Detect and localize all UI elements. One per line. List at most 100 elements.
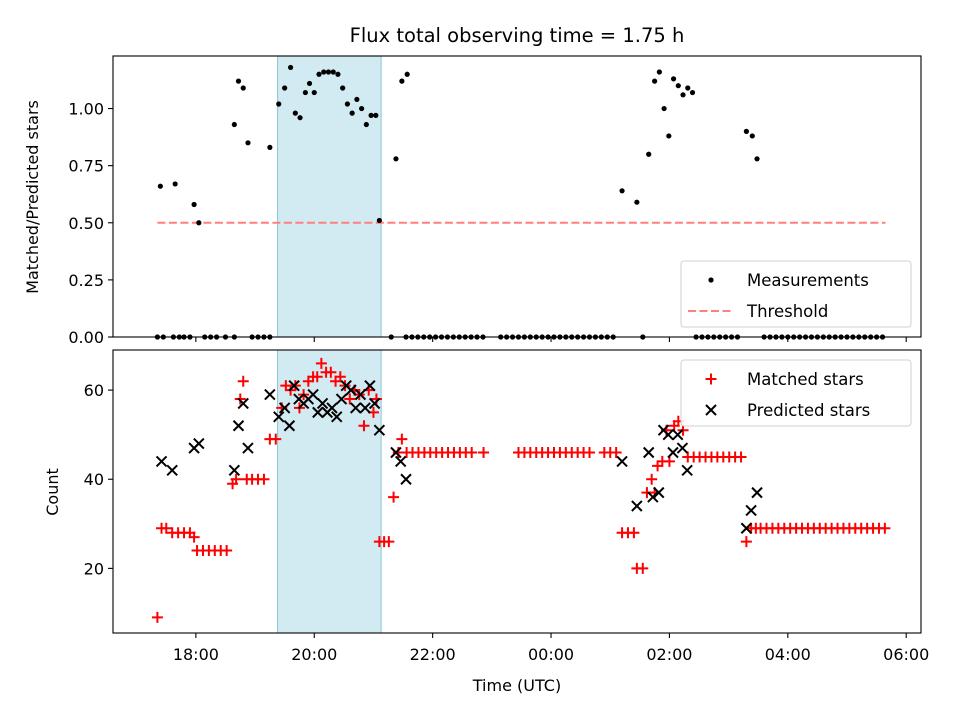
measurement-point	[335, 71, 341, 77]
matched-star-point	[388, 491, 400, 503]
measurement-point	[354, 96, 360, 103]
predicted-star-point	[359, 402, 371, 414]
y-tick-label: 0.25	[68, 271, 104, 290]
measurement-point	[267, 144, 273, 150]
measurement-point	[743, 128, 749, 134]
predicted-star-point	[667, 446, 679, 459]
matched-star-point	[663, 455, 675, 467]
predicted-star-point	[400, 473, 412, 485]
matched-star-point	[237, 375, 249, 387]
legend-label: Measurements	[747, 271, 869, 290]
predicted-star-point	[368, 397, 381, 410]
matched-star-point	[584, 447, 596, 459]
matched-star-point	[740, 536, 752, 548]
x-tick-label: 00:00	[528, 645, 574, 664]
measurement-point	[656, 69, 662, 75]
matched-star-point	[334, 371, 346, 383]
matched-star-point	[325, 366, 337, 378]
x-tick-label: 06:00	[883, 645, 929, 664]
matched-star-point	[311, 371, 323, 383]
axes-frame	[112, 349, 922, 634]
matched-star-point	[466, 447, 478, 459]
legend-label: Threshold	[746, 302, 828, 321]
matched-star-point	[735, 451, 747, 463]
measurement-point	[276, 101, 282, 107]
observing-span-highlight	[277, 55, 382, 338]
measurement-point	[340, 85, 346, 91]
legend-label: Predicted stars	[747, 401, 870, 420]
predicted-star-point	[681, 464, 693, 477]
matched-star-point	[478, 447, 490, 459]
x-tick-label: 18:00	[173, 645, 219, 664]
measurement-point	[666, 133, 672, 139]
predicted-star-point	[232, 420, 245, 432]
legend-label: Matched stars	[747, 370, 864, 389]
legend-plus-icon	[705, 373, 717, 385]
predicted-star-point	[335, 393, 348, 405]
predicted-star-point	[326, 402, 338, 414]
measurement-point	[685, 85, 691, 91]
measurement-point	[240, 85, 246, 91]
measurement-point	[321, 69, 327, 75]
measurement-point	[399, 78, 405, 84]
matched-star-point	[315, 357, 327, 369]
matched-star-point	[230, 473, 242, 485]
measurement-point	[316, 71, 322, 77]
matched-star-point	[160, 522, 172, 534]
measurement-point	[297, 115, 303, 121]
predicted-star-point	[751, 486, 763, 499]
matched-star-point	[610, 447, 622, 459]
measurement-point	[330, 69, 336, 75]
measurement-point	[619, 188, 625, 194]
predicted-star-point	[349, 402, 362, 414]
measurement-point	[282, 85, 288, 91]
matched-star-point	[358, 420, 370, 432]
predicted-star-point	[278, 402, 291, 414]
y-tick-label: 1.00	[68, 100, 104, 119]
predicted-star-point	[273, 411, 285, 423]
measurement-point	[196, 220, 202, 226]
predicted-star-point	[193, 437, 205, 450]
predicted-star-point	[616, 455, 628, 468]
predicted-star-point	[166, 464, 178, 477]
measurement-point	[245, 140, 251, 146]
predicted-star-point	[242, 442, 254, 454]
y-tick-label: 0.75	[68, 157, 104, 176]
x-tick-label: 20:00	[291, 645, 337, 664]
x-tick-label: 22:00	[410, 645, 456, 664]
measurement-point	[292, 110, 298, 116]
matched-star-point	[879, 522, 891, 534]
predicted-star-point	[394, 455, 407, 468]
matched-star-point	[628, 527, 640, 539]
matched-star-point	[383, 536, 395, 548]
top-y-axis-label: Matched/Predicted stars	[23, 100, 42, 294]
measurement-point	[311, 89, 317, 96]
series-predicted-stars	[155, 379, 763, 534]
predicted-star-point	[653, 486, 665, 499]
measurement-point	[231, 121, 237, 128]
legend: Matched stars Predicted stars	[680, 359, 912, 427]
predicted-star-point	[312, 406, 324, 419]
measurement-point	[675, 83, 681, 89]
legend-box	[680, 359, 912, 427]
predicted-star-point	[672, 428, 684, 441]
matched-star-point	[258, 473, 270, 485]
matched-star-point	[396, 433, 408, 445]
measurement-point	[172, 181, 178, 187]
matched-star-point	[234, 393, 246, 405]
bottom-y-axis-label: Count	[43, 468, 62, 516]
x-tick-label: 02:00	[646, 645, 692, 664]
measurement-point	[373, 112, 379, 118]
predicted-star-point	[288, 379, 300, 392]
measurement-point	[302, 89, 308, 96]
measurement-point	[749, 133, 755, 139]
predicted-star-point	[264, 388, 276, 401]
predicted-star-point	[228, 464, 241, 477]
legend-dot-icon	[708, 277, 714, 283]
y-tick-label: 40	[84, 470, 104, 489]
legend: Measurements Threshold	[680, 260, 912, 328]
chart-title: Flux total observing time = 1.75 h	[350, 24, 685, 47]
measurement-point	[349, 110, 355, 116]
matched-star-point	[646, 473, 658, 485]
measurement-point	[325, 69, 332, 75]
